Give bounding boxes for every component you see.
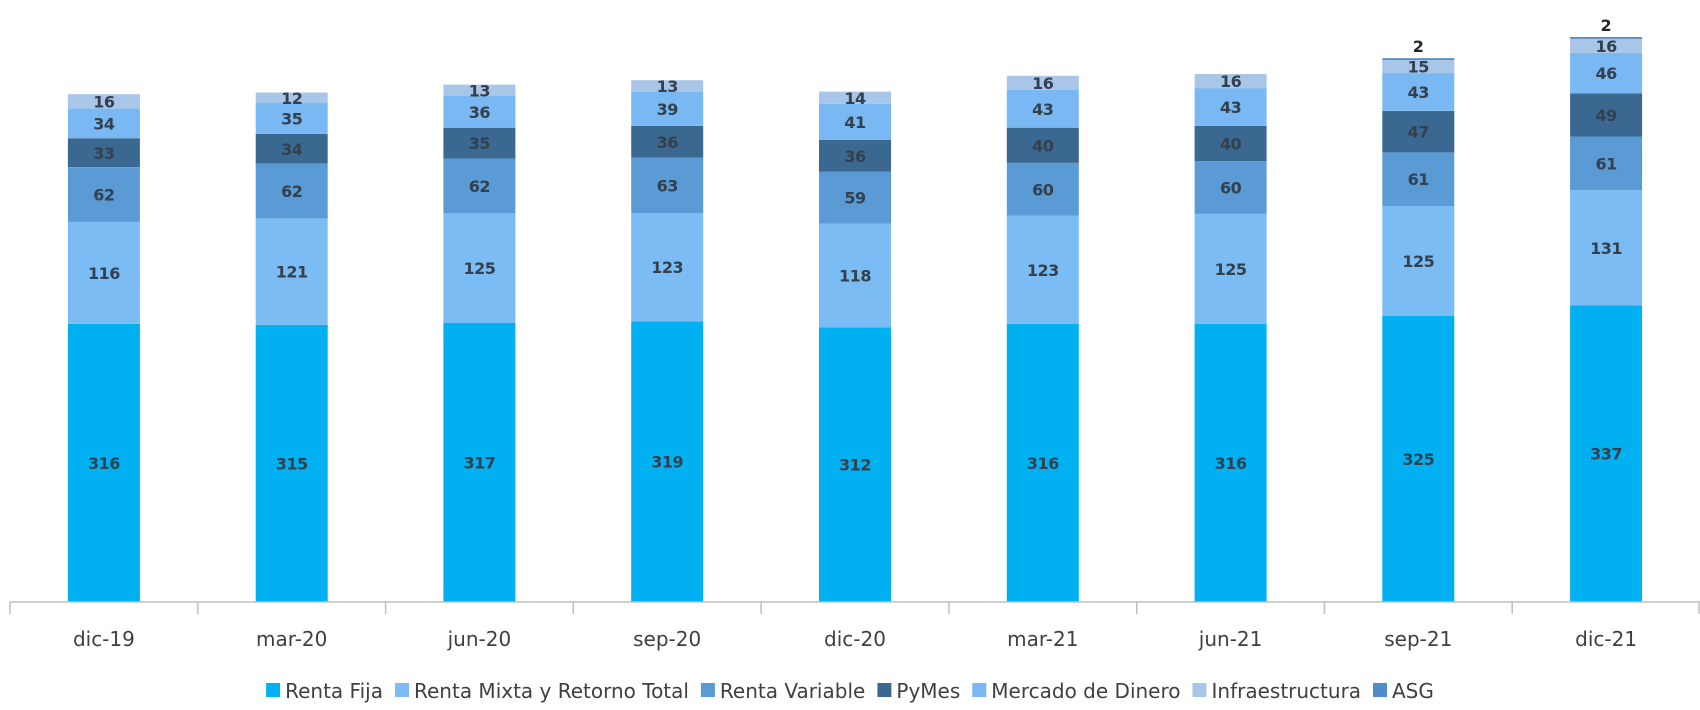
data-label: 116 xyxy=(88,264,120,283)
data-label: 34 xyxy=(281,140,303,159)
data-label: 13 xyxy=(469,81,490,100)
x-tick-label: mar-21 xyxy=(1007,627,1078,651)
data-label: 118 xyxy=(839,267,871,286)
data-label: 36 xyxy=(657,133,679,152)
legend-swatch xyxy=(1373,683,1387,697)
legend: Renta Fija Renta Mixta y Retorno Total Ren… xyxy=(266,679,1434,703)
x-tick-label: dic-19 xyxy=(73,627,135,651)
data-label: 125 xyxy=(1402,252,1434,271)
data-label: 61 xyxy=(1595,154,1617,173)
data-label: 60 xyxy=(1220,179,1242,198)
data-label: 60 xyxy=(1032,180,1054,199)
data-label: 316 xyxy=(88,454,120,473)
data-label: 14 xyxy=(844,89,866,108)
data-label: 63 xyxy=(657,176,678,195)
legend-label: Infraestructura xyxy=(1212,679,1362,703)
data-label: 61 xyxy=(1408,170,1430,189)
data-label: 40 xyxy=(1032,136,1054,155)
data-label: 41 xyxy=(844,113,866,132)
data-label: 35 xyxy=(281,109,303,128)
legend-label: ASG xyxy=(1392,679,1434,703)
x-tick-label: jun-21 xyxy=(1198,627,1263,651)
data-label: 49 xyxy=(1595,106,1617,125)
data-label: 12 xyxy=(281,89,302,108)
data-label: 325 xyxy=(1402,450,1434,469)
data-label: 123 xyxy=(1027,261,1059,280)
data-label: 59 xyxy=(844,189,866,208)
data-label: 36 xyxy=(469,103,491,122)
data-label: 16 xyxy=(1220,72,1242,91)
data-label: 36 xyxy=(844,147,866,166)
legend-label: Renta Variable xyxy=(720,679,865,703)
data-label: 317 xyxy=(463,454,495,473)
x-tick-label: dic-20 xyxy=(824,627,886,651)
data-label: 131 xyxy=(1590,239,1622,258)
legend-swatch xyxy=(1193,683,1207,697)
legend-label: Renta Mixta y Retorno Total xyxy=(414,679,689,703)
data-label: 62 xyxy=(93,186,114,205)
legend-label: Renta Fija xyxy=(285,679,383,703)
data-label: 316 xyxy=(1215,454,1247,473)
data-label: 39 xyxy=(657,100,679,119)
data-label: 121 xyxy=(276,263,308,282)
data-label: 47 xyxy=(1408,123,1429,142)
data-label: 312 xyxy=(839,456,871,475)
data-label: 2 xyxy=(1413,37,1424,56)
legend-swatch xyxy=(972,683,986,697)
legend-swatch xyxy=(395,683,409,697)
data-label: 125 xyxy=(463,259,495,278)
data-label: 46 xyxy=(1595,64,1617,83)
data-label: 34 xyxy=(93,114,115,133)
data-label: 319 xyxy=(651,453,683,472)
data-label: 62 xyxy=(281,182,302,201)
data-label: 337 xyxy=(1590,445,1622,464)
data-label: 15 xyxy=(1408,58,1430,77)
data-label: 35 xyxy=(469,134,491,153)
legend-label: PyMes xyxy=(896,679,960,703)
legend-label: Mercado de Dinero xyxy=(991,679,1180,703)
data-label: 315 xyxy=(276,454,308,473)
data-label: 16 xyxy=(1032,74,1054,93)
data-label: 316 xyxy=(1027,454,1059,473)
x-tick-label: jun-20 xyxy=(447,627,512,651)
legend-swatch xyxy=(701,683,715,697)
legend-swatch xyxy=(266,683,280,697)
x-tick-label: dic-21 xyxy=(1575,627,1637,651)
data-label: 43 xyxy=(1408,83,1429,102)
x-tick-label: mar-20 xyxy=(256,627,327,651)
data-label: 125 xyxy=(1215,260,1247,279)
data-label: 43 xyxy=(1220,98,1241,117)
data-label: 43 xyxy=(1032,100,1053,119)
x-tick-label: sep-20 xyxy=(633,627,701,651)
data-label: 13 xyxy=(657,77,678,96)
data-label: 2 xyxy=(1601,16,1612,35)
data-label: 33 xyxy=(93,144,114,163)
data-label: 62 xyxy=(469,177,490,196)
x-axis-ticks: dic-19 mar-20 jun-20 sep-20 dic-20 mar-21 jun-… xyxy=(10,602,1699,651)
data-label: 16 xyxy=(93,92,115,111)
data-label: 123 xyxy=(651,258,683,277)
legend-swatch xyxy=(877,683,891,697)
data-label: 16 xyxy=(1595,37,1617,56)
data-label: 40 xyxy=(1220,135,1242,154)
x-tick-label: sep-21 xyxy=(1384,627,1452,651)
